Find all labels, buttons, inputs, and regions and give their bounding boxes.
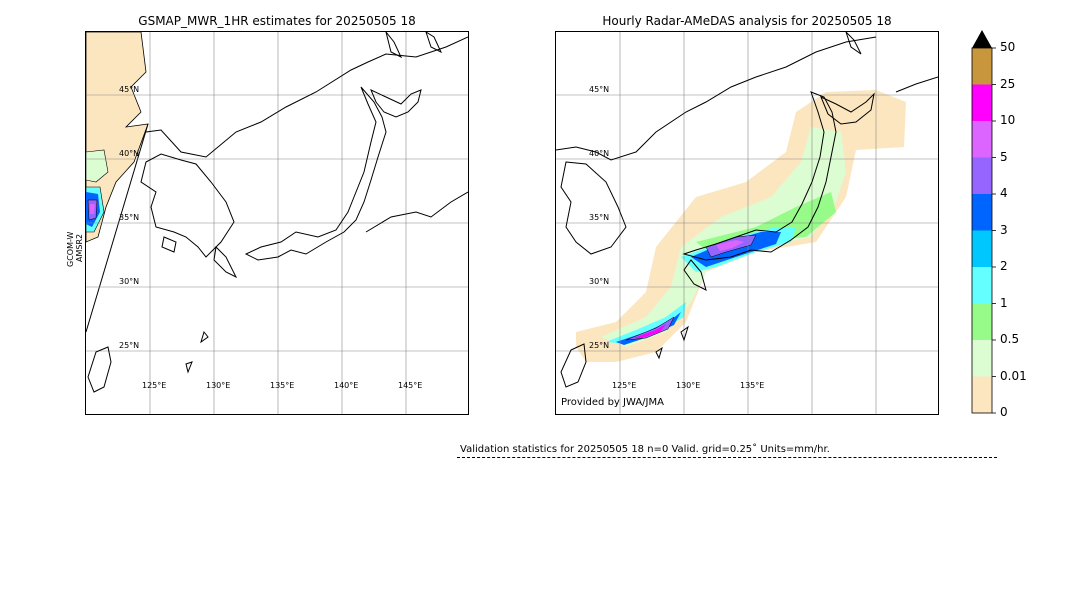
- colorbar-segment: [972, 194, 992, 231]
- colorbar-segment: [972, 121, 992, 158]
- left-lat-label: 35°N: [119, 213, 140, 222]
- right-lat-label: 45°N: [589, 85, 610, 94]
- right-lat-label: 25°N: [589, 341, 610, 350]
- colorbar-tick-label: 50: [1000, 40, 1016, 54]
- left-lat-label: 40°N: [119, 149, 140, 158]
- colorbar-tick-label: 4: [1000, 186, 1008, 200]
- colorbar-tick-label: 10: [1000, 113, 1016, 127]
- right-lat-label: 30°N: [589, 277, 610, 286]
- colorbar-tick-label: 0.01: [1000, 368, 1027, 383]
- right-map-svg: [556, 32, 938, 414]
- left-map-title: GSMAP_MWR_1HR estimates for 20250505 18: [138, 14, 416, 28]
- left-lon-label: 140°E: [334, 381, 359, 390]
- right-precip-blue2: [691, 232, 781, 267]
- right-map-panel: [555, 31, 939, 415]
- colorbar-tick-label: 3: [1000, 222, 1008, 237]
- colorbar-tick-label: 25: [1000, 76, 1016, 91]
- colorbar-segment: [972, 230, 992, 267]
- colorbar-tick-label: 2: [1000, 259, 1008, 273]
- left-swath-edge: [86, 123, 149, 333]
- left-lat-label: 25°N: [119, 341, 140, 350]
- right-lat-label: 35°N: [589, 213, 610, 222]
- colorbar-tick-label: 5: [1000, 149, 1008, 164]
- colorbar-tick-label: 0.5: [1000, 332, 1020, 346]
- colorbar-segment: [972, 157, 992, 194]
- right-precip-magenta2: [716, 240, 744, 251]
- colorbar-overflow-triangle: [972, 30, 992, 48]
- colorbar-segment: [972, 303, 992, 340]
- stats-divider: [457, 457, 997, 458]
- right-coastlines: [556, 32, 938, 388]
- right-precip-magenta: [634, 324, 666, 338]
- colorbar-segment: [972, 340, 992, 377]
- left-lat-label: 45°N: [119, 85, 140, 94]
- left-sensor-label: AMSR2: [75, 233, 84, 262]
- right-lon-label: 125°E: [612, 381, 637, 390]
- colorbar: [971, 30, 996, 414]
- validation-statistics: Validation statistics for 20250505 18 n=…: [460, 444, 830, 455]
- data-credit: Provided by JWA/JMA: [561, 397, 664, 408]
- left-lon-label: 135°E: [270, 381, 295, 390]
- left-lat-label: 30°N: [119, 277, 140, 286]
- left-lon-label: 130°E: [206, 381, 231, 390]
- right-lon-label: 130°E: [676, 381, 701, 390]
- left-sensor-label: GCOM-W: [66, 231, 75, 267]
- right-precip-blue: [616, 312, 681, 345]
- left-map-panel: [85, 31, 469, 415]
- right-lat-label: 40°N: [589, 149, 610, 158]
- left-precip-magenta: [90, 204, 95, 214]
- colorbar-tick-label: 0: [1000, 405, 1008, 419]
- left-precip-green: [86, 149, 109, 183]
- colorbar-segment: [972, 376, 992, 413]
- left-coastlines: [87, 32, 468, 393]
- colorbar-segment: [972, 267, 992, 304]
- left-lon-label: 125°E: [142, 381, 167, 390]
- colorbar-segment: [972, 48, 992, 85]
- left-lon-label: 145°E: [398, 381, 423, 390]
- right-map-title: Hourly Radar-AMeDAS analysis for 2025050…: [602, 14, 892, 28]
- left-map-svg: [86, 32, 468, 414]
- right-precip-purple: [625, 316, 675, 341]
- colorbar-tick-label: 1: [1000, 295, 1008, 310]
- right-lon-label: 135°E: [740, 381, 765, 390]
- colorbar-segment: [972, 84, 992, 121]
- left-grid: [86, 32, 468, 414]
